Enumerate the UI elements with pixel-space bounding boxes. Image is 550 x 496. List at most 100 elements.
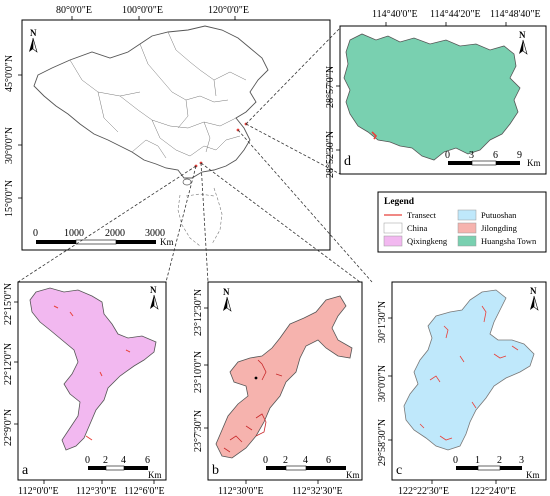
jilongding-shape xyxy=(215,295,353,459)
panel-b-scale-4: 4 xyxy=(303,455,308,466)
panel-d-lon-label-3: 114°48'40"E xyxy=(490,9,541,20)
panel-d-letter: d xyxy=(344,154,351,169)
legend-qixingkeng-label: Qixingkeng xyxy=(407,236,448,246)
panel-a-scale-4: 4 xyxy=(121,455,126,466)
legend-china-swatch xyxy=(383,222,403,234)
panel-a-lat-label-1: 22°15'0"N xyxy=(3,283,14,325)
panel-d-scale-6: 6 xyxy=(493,150,498,161)
china-lon-label-100e: 100°0'0"E xyxy=(122,5,163,16)
hainan-island xyxy=(182,178,192,186)
panel-b-lat-label-1: 23°12'30"N xyxy=(193,289,204,336)
connector-lines xyxy=(17,27,373,283)
china-lat-label-30n: 30°0'0"N xyxy=(4,127,15,164)
panel-b-lon-label-2: 112°32'30"E xyxy=(292,486,343,496)
panel-a-qixingkeng: 22°15'0"N 22°12'0"N 22°9'0"N 112°0'0"E 1… xyxy=(3,281,167,496)
panel-d-transect xyxy=(371,131,378,140)
panel-d-huangsha-town: 114°40'0"E 114°44'20"E 114°48'40"E 28°57… xyxy=(325,9,547,178)
panel-c-letter: c xyxy=(396,463,402,478)
panel-c-lat-label-3: 29°58'30"N xyxy=(377,419,388,466)
legend-huangsha-swatch xyxy=(457,235,477,247)
panel-b-marker xyxy=(254,376,258,380)
panel-a-scale-2: 2 xyxy=(103,455,108,466)
china-north-arrow: N xyxy=(29,28,38,53)
china-scale-bar: 0 1000 2000 3000 Km xyxy=(33,228,174,247)
panel-c-lat-label-2: 30°0'0"N xyxy=(377,365,388,402)
panel-a-scale-bar: 0 2 4 6 Km xyxy=(85,455,162,480)
panel-c-transects xyxy=(419,305,519,441)
panel-c-north-label: N xyxy=(530,286,537,296)
panel-d-north-label: N xyxy=(519,30,526,40)
china-overview-map: 80°0'0"E 100°0'0"E 120°0'0"E 45°0'0"N 30… xyxy=(4,5,331,251)
panel-c-north-arrow: N xyxy=(530,286,539,311)
legend-putuoshan-swatch xyxy=(457,209,477,221)
panel-d-lat-label-2: 28°52'30"N xyxy=(325,131,336,178)
panel-b-transects xyxy=(223,359,283,453)
panel-a-north-arrow: N xyxy=(150,285,159,310)
legend-transect-label: Transect xyxy=(407,210,437,220)
panel-c-lon-label-2: 122°24'0"E xyxy=(470,486,516,496)
panel-a-north-label: N xyxy=(150,285,157,295)
panel-c-lon-label-1: 122°22'30"E xyxy=(398,486,449,496)
panel-a-lon-label-2: 112°3'0"E xyxy=(76,486,117,496)
china-lat-label-45n: 45°0'0"N xyxy=(4,55,15,92)
china-lon-label-120e: 120°0'0"E xyxy=(208,5,249,16)
legend: Legend Transect Putuoshan China Jilongdi… xyxy=(377,191,547,253)
panel-d-scale-unit: Km xyxy=(527,158,541,168)
panel-a-transects xyxy=(53,305,131,441)
panel-a-letter: a xyxy=(22,463,29,478)
panel-b-lat-label-2: 23°10'0"N xyxy=(193,351,204,393)
china-scale-1000: 1000 xyxy=(64,228,84,239)
qixingkeng-shape xyxy=(29,287,157,451)
panel-b-north-label: N xyxy=(223,287,230,297)
panel-c-scale-1: 1 xyxy=(475,455,480,466)
legend-jilongding-swatch xyxy=(457,222,477,234)
panel-c-scale-2: 2 xyxy=(497,455,502,466)
province-boundaries xyxy=(69,31,247,159)
panel-d-scale-9: 9 xyxy=(517,150,522,161)
panel-b-scale-bar: 0 2 4 6 Km xyxy=(263,455,360,480)
panel-d-north-arrow: N xyxy=(519,30,528,55)
panel-d-lat-label-1: 28°57'0"N xyxy=(325,66,336,108)
panel-a-lat-label-2: 22°12'0"N xyxy=(3,343,14,385)
putuoshan-shape xyxy=(403,289,535,451)
china-scale-unit: Km xyxy=(160,237,174,247)
panel-c-scale-bar: 0 1 2 3 Km xyxy=(453,455,540,480)
china-scale-3000: 3000 xyxy=(145,228,165,239)
panel-c-scale-unit: Km xyxy=(526,470,540,480)
panel-a-lat-label-3: 22°9'0"N xyxy=(3,409,14,446)
panel-b-lon-label-1: 112°30'0"E xyxy=(218,486,264,496)
panel-a-lon-label-1: 112°0'0"E xyxy=(18,486,59,496)
panel-b-jilongding: 23°12'30"N 23°10'0"N 23°7'30"N 112°30'0"… xyxy=(193,281,363,496)
panel-b-north-arrow: N xyxy=(223,287,232,312)
panel-a-scale-0: 0 xyxy=(85,455,90,466)
china-lon-label-80e: 80°0'0"E xyxy=(56,5,92,16)
panel-a-lon-label-3: 112°6'0"E xyxy=(124,486,165,496)
panel-b-scale-0: 0 xyxy=(263,455,268,466)
south-sea-islands xyxy=(177,187,223,247)
china-scale-2000: 2000 xyxy=(105,228,125,239)
panel-a-scale-6: 6 xyxy=(145,455,150,466)
panel-c-scale-3: 3 xyxy=(519,455,524,466)
panel-d-lon-label-2: 114°44'20"E xyxy=(430,9,481,20)
panel-d-scale-0: 0 xyxy=(445,150,450,161)
china-north-label: N xyxy=(30,28,37,38)
panel-b-scale-unit: Km xyxy=(346,470,360,480)
china-lat-label-15n: 15°0'0"N xyxy=(4,180,15,217)
panel-d-scale-3: 3 xyxy=(469,150,474,161)
panel-b-scale-2: 2 xyxy=(283,455,288,466)
panel-c-putuoshan: 30°1'30"N 30°0'0"N 29°58'30"N 122°22'30"… xyxy=(377,281,547,496)
panel-b-lat-label-3: 23°7'30"N xyxy=(193,410,204,452)
panel-d-scale-bar: 0 3 6 9 Km xyxy=(445,150,541,168)
panel-c-scale-0: 0 xyxy=(453,455,458,466)
legend-jilongding-label: Jilongding xyxy=(481,223,518,233)
panel-d-lon-label-1: 114°40'0"E xyxy=(372,9,418,20)
panel-c-lat-label-1: 30°1'30"N xyxy=(377,301,388,343)
legend-qixingkeng-swatch xyxy=(383,235,403,247)
china-scale-0: 0 xyxy=(33,228,38,239)
panel-a-scale-unit: Km xyxy=(148,470,162,480)
legend-china-label: China xyxy=(407,223,428,233)
panel-b-letter: b xyxy=(212,463,219,478)
legend-title: Legend xyxy=(384,197,415,207)
legend-huangsha-label: Huangsha Town xyxy=(481,236,537,246)
